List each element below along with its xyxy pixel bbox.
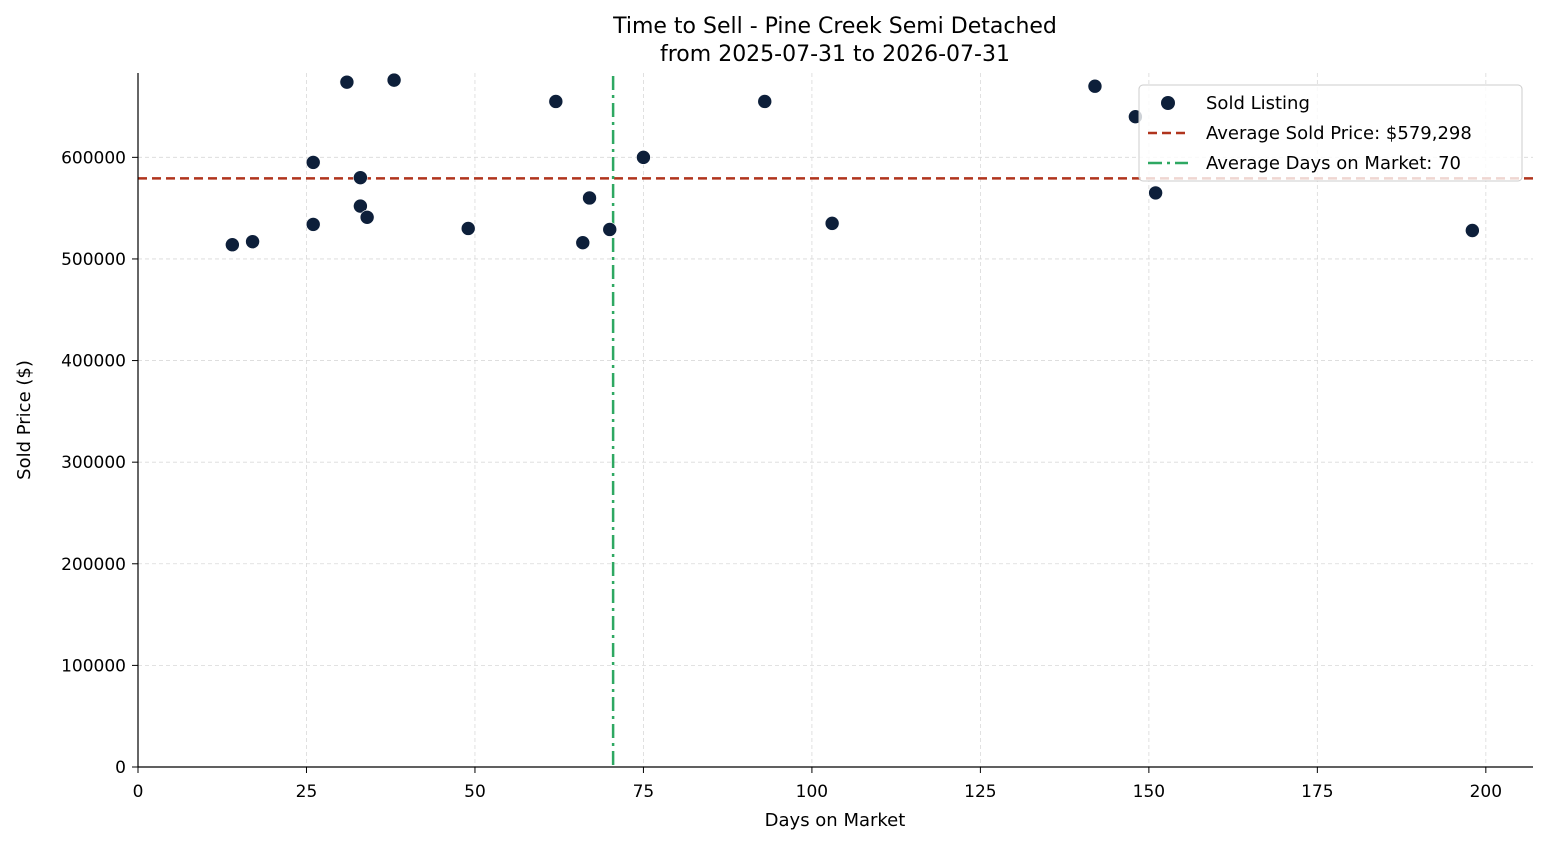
data-point <box>757 94 773 109</box>
data-point <box>575 235 591 250</box>
data-point <box>339 74 355 90</box>
x-tick-label: 50 <box>464 782 486 802</box>
y-tick-label: 400000 <box>61 352 126 372</box>
chart-subtitle: from 2025-07-31 to 2026-07-31 <box>660 42 1010 67</box>
data-point <box>460 221 476 236</box>
ticks: 0 25 50 75 100 125 150 175 200 0 100000 200000 30000… <box>61 148 1502 802</box>
x-tick-label: 150 <box>1133 782 1165 802</box>
data-point <box>1465 223 1480 238</box>
x-axis-label: Days on Market <box>765 810 906 831</box>
legend-label-average-price: Average Sold Price: $579,298 <box>1206 123 1472 144</box>
data-point <box>636 150 651 165</box>
legend: Sold Listing Average Sold Price: $579,29… <box>1138 84 1523 182</box>
x-tick-label: 100 <box>796 782 828 802</box>
data-point <box>359 209 375 225</box>
data-point <box>548 94 564 109</box>
data-point <box>225 237 240 253</box>
data-point <box>305 217 321 232</box>
x-tick-label: 125 <box>964 782 996 802</box>
y-tick-label: 0 <box>115 758 126 778</box>
y-tick-label: 100000 <box>61 656 126 676</box>
x-tick-label: 0 <box>133 782 144 802</box>
y-axis-label: Sold Price ($) <box>14 360 35 480</box>
legend-marker-sold-listing <box>1161 96 1175 110</box>
data-point <box>386 72 402 88</box>
chart-title: Time to Sell - Pine Creek Semi Detached <box>612 14 1057 39</box>
legend-label-average-days: Average Days on Market: 70 <box>1206 153 1461 174</box>
axes <box>137 73 1533 768</box>
legend-box <box>1138 84 1523 182</box>
data-point <box>353 198 368 214</box>
data-point <box>353 170 368 185</box>
data-point <box>1148 185 1163 201</box>
data-point <box>824 216 840 231</box>
x-tick-label: 75 <box>633 782 655 802</box>
x-tick-label: 200 <box>1470 782 1502 802</box>
data-point <box>1087 78 1103 94</box>
y-tick-label: 200000 <box>61 555 126 575</box>
data-point <box>305 155 321 170</box>
x-tick-label: 175 <box>1301 782 1333 802</box>
y-tick-label: 300000 <box>61 453 126 473</box>
data-point <box>582 190 597 206</box>
y-tick-label: 600000 <box>61 148 126 168</box>
x-tick-label: 25 <box>296 782 318 802</box>
y-tick-label: 500000 <box>61 250 126 270</box>
data-point <box>602 222 618 237</box>
legend-label-sold-listing: Sold Listing <box>1206 93 1310 114</box>
data-points <box>225 72 1480 253</box>
data-point <box>245 234 260 249</box>
